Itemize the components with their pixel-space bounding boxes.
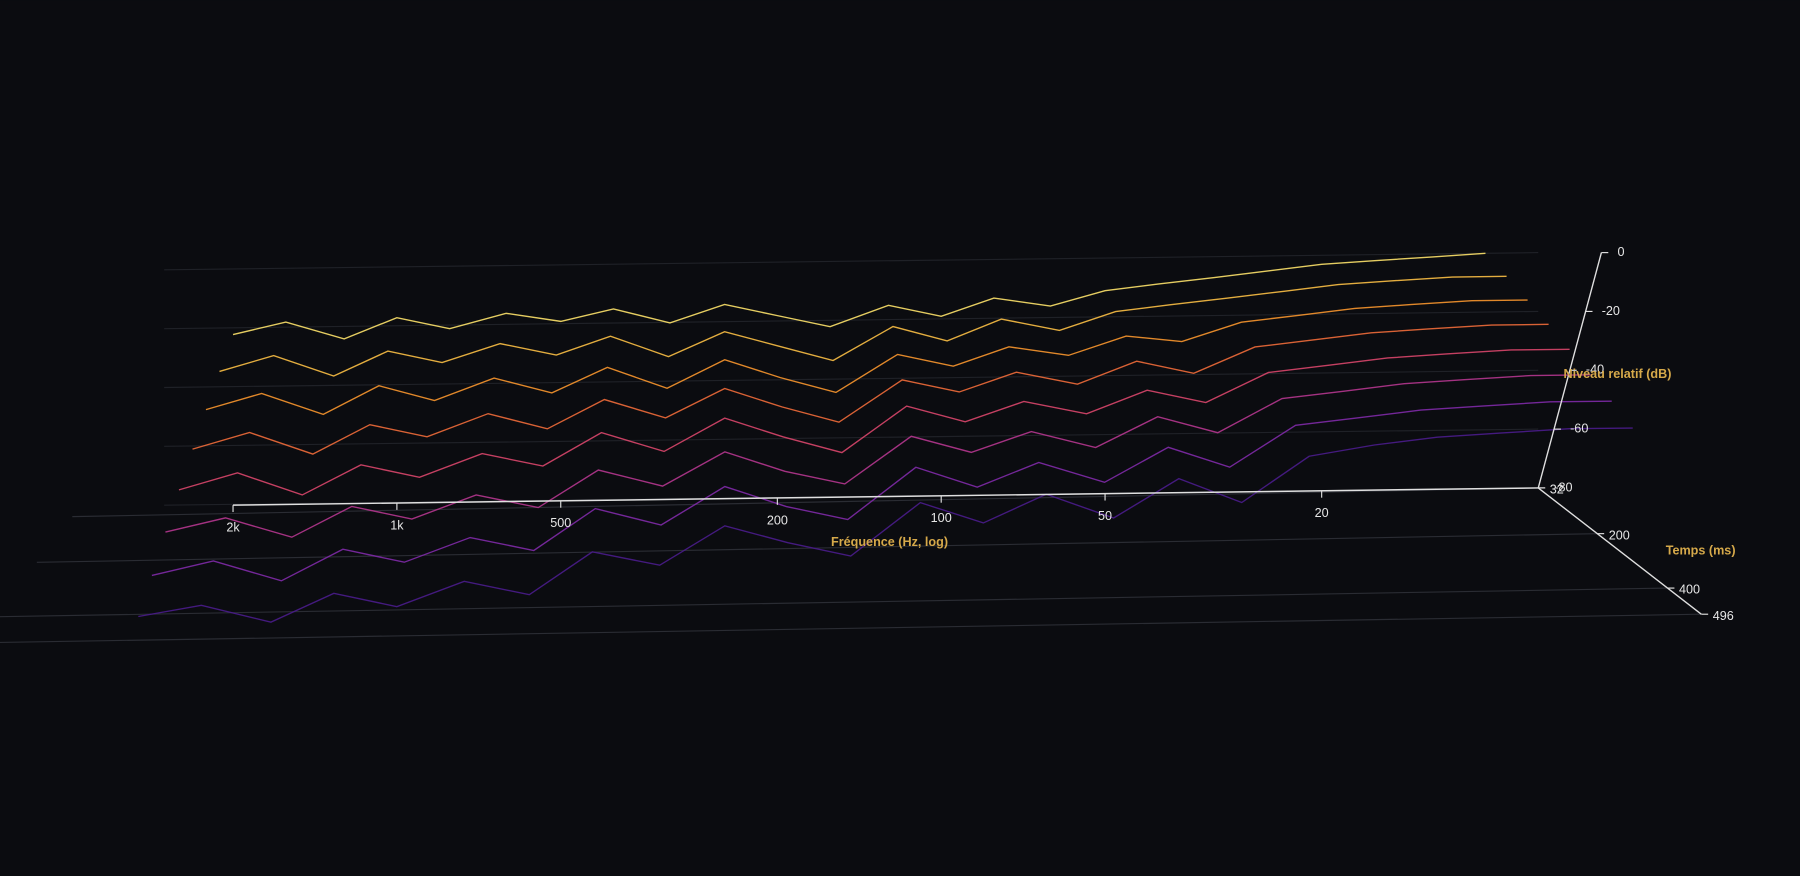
x-tick-label: 500: [550, 516, 571, 530]
waterfall-line: [178, 348, 1570, 496]
x-tick-label: 100: [931, 511, 952, 525]
waterfall-line: [151, 400, 1612, 582]
z-tick-label: 32: [1550, 483, 1564, 497]
x-tick-label: 2k: [226, 520, 240, 534]
y-tick-label: -80: [1554, 480, 1572, 494]
plot: 2k 1k 500 200 100 50 20 Fréquence (Hz, log) 0 -20…: [0, 245, 1736, 644]
grid-line: [164, 428, 1539, 447]
x-tick-label: 50: [1098, 509, 1112, 523]
z-axis-label: Temps (ms): [1666, 543, 1736, 557]
x-axis: [233, 487, 1539, 506]
z-tick-label: 200: [1609, 528, 1630, 542]
waterfall-line: [205, 299, 1528, 416]
x-tick-label: 1k: [390, 518, 404, 532]
waterfall-line: [165, 374, 1591, 538]
grid-line: [0, 587, 1668, 618]
grid-line: [164, 252, 1539, 271]
y-tick-label: -20: [1602, 304, 1620, 318]
grid-line: [0, 613, 1702, 644]
waterfall-line: [219, 275, 1507, 377]
y-tick-label: -60: [1570, 421, 1588, 435]
x-axis-label: Fréquence (Hz, log): [831, 535, 948, 549]
z-axis: [1537, 487, 1702, 615]
y-axis-label: Niveau relatif (dB): [1564, 367, 1672, 381]
x-tick-label: 20: [1315, 506, 1329, 520]
z-tick-label: 400: [1679, 583, 1700, 597]
waterfall-line: [192, 323, 1549, 455]
z-tick-label: 496: [1713, 609, 1734, 623]
grid-line: [36, 533, 1598, 563]
y-tick-label: -40: [1586, 363, 1604, 377]
grid-line: [164, 369, 1539, 389]
waterfall-line: [138, 427, 1633, 623]
y-tick-label: 0: [1617, 245, 1624, 259]
waterfall-line: [232, 252, 1486, 340]
grid-line: [72, 487, 1539, 518]
x-tick-label: 200: [767, 513, 788, 527]
